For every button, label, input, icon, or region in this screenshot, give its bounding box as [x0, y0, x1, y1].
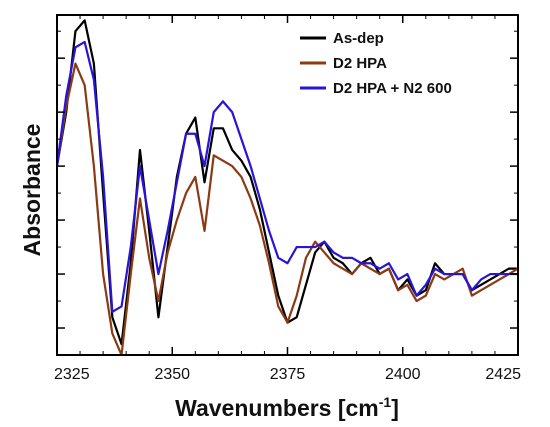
- series-line-d2-hpa-n2-600: [57, 40, 518, 313]
- x-axis-title: Wavenumbers [cm-1]: [175, 394, 399, 421]
- x-axis-title-main: Wavenumbers [cm: [175, 395, 379, 421]
- legend-label-d2-hpa-n2-600: D2 HPA + N2 600: [333, 80, 452, 97]
- x-tick-label: 2400: [385, 366, 421, 383]
- legend: As-dep D2 HPA D2 HPA + N2 600: [300, 30, 452, 97]
- x-tick-label: 2325: [54, 366, 90, 383]
- series-line-d2-hpa: [57, 62, 518, 355]
- legend-label-d2-hpa: D2 HPA: [333, 55, 387, 72]
- series-line-as-dep: [57, 19, 518, 346]
- x-axis-title-close: ]: [391, 395, 399, 421]
- series-lines: [57, 19, 518, 355]
- x-tick-label: 2425: [485, 366, 521, 383]
- axis-ticks: 2325 2350 2375 2400 2425: [54, 15, 521, 383]
- x-tick-label: 2350: [154, 366, 190, 383]
- x-axis-title-superscript: -1: [379, 394, 392, 410]
- x-tick-label: 2375: [270, 366, 306, 383]
- legend-label-as-dep: As-dep: [333, 30, 384, 47]
- y-axis-title: Absorbance: [19, 124, 45, 257]
